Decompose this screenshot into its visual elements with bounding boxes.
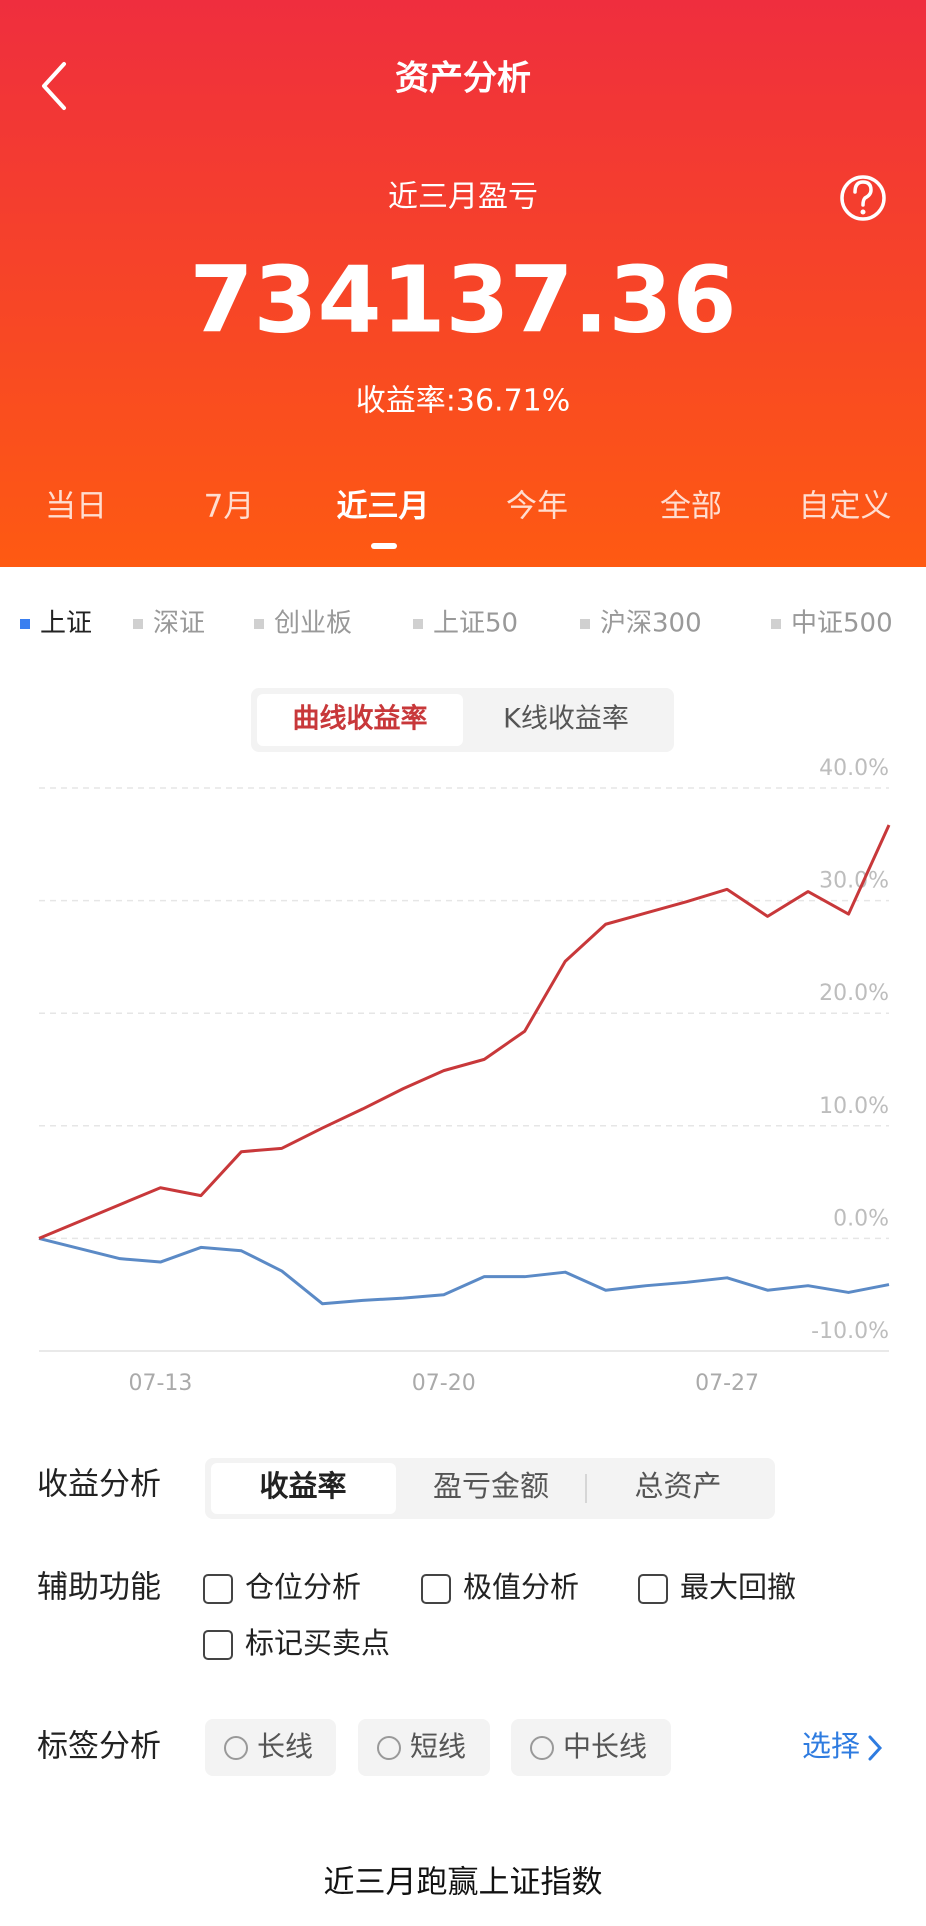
tag-chip[interactable]	[511, 1719, 671, 1776]
index-tab[interactable]: 中证500	[791, 609, 893, 639]
index-marker	[771, 619, 781, 629]
x-tick-label: 07-20	[412, 1371, 476, 1396]
index-tabs: 上证 深证 创业板 上证50 沪深300 中证500	[20, 609, 893, 639]
index-marker	[20, 619, 30, 629]
index-marker	[254, 619, 264, 629]
chevron	[868, 1735, 883, 1761]
segment-option[interactable]: 盈亏金额	[433, 1469, 549, 1503]
tab-indicator	[371, 543, 397, 549]
help-button[interactable]	[840, 175, 886, 221]
period-tab[interactable]: 当日	[45, 489, 107, 525]
index-tab[interactable]: 创业板	[274, 609, 352, 639]
profit-value: 734137.36	[189, 246, 736, 353]
y-tick-label: -10.0%	[811, 1319, 889, 1344]
section-label: 收益分析	[37, 1467, 161, 1503]
segment-option[interactable]: 收益率	[259, 1469, 346, 1503]
line-series	[38, 1236, 890, 1306]
checkbox-label[interactable]: 仓位分析	[245, 1570, 361, 1604]
period-tab[interactable]: 全部	[660, 489, 722, 525]
index-tab[interactable]: 沪深300	[600, 609, 702, 639]
select-button[interactable]: 选择	[802, 1729, 860, 1763]
back-button[interactable]	[42, 62, 66, 110]
checkbox-label[interactable]: 标记买卖点	[245, 1626, 390, 1660]
tag-chip[interactable]	[358, 1719, 490, 1776]
radio	[224, 1736, 248, 1760]
chart: 40.0% 30.0% 20.0% 10.0% 0.0% -10.0% 07-13 07-20…	[38, 756, 891, 1396]
index-tab[interactable]: 上证50	[433, 609, 518, 639]
checkbox-label[interactable]: 最大回撤	[680, 1570, 796, 1604]
y-tick-label: 10.0%	[819, 1094, 889, 1119]
checkbox[interactable]	[203, 1630, 233, 1660]
line-series	[38, 824, 891, 1240]
x-tick-label: 07-13	[128, 1371, 192, 1396]
y-tick-label: 0.0%	[833, 1206, 889, 1231]
period-tab[interactable]: 今年	[506, 489, 568, 525]
checkbox-label[interactable]: 极值分析	[463, 1570, 579, 1604]
period-tab[interactable]: 自定义	[799, 489, 892, 525]
checkbox[interactable]	[638, 1574, 668, 1604]
checkbox[interactable]	[203, 1574, 233, 1604]
footer-title: 近三月跑赢上证指数	[324, 1865, 603, 1901]
toggle-option[interactable]: 曲线收益率	[293, 703, 428, 735]
tag-label[interactable]: 中长线	[563, 1730, 647, 1763]
y-tick-label: 20.0%	[819, 981, 889, 1006]
index-tab[interactable]: 上证	[40, 609, 92, 639]
period-tabs: 当日 7月 近三月 今年 全部 自定义	[45, 489, 892, 525]
toggle-active-bg	[257, 694, 463, 746]
tag-options: 长线 短线 中长线	[205, 1719, 671, 1776]
index-tab[interactable]: 深证	[153, 609, 205, 639]
segment-active-bg	[211, 1463, 396, 1514]
radio	[530, 1736, 554, 1760]
tag-label[interactable]: 长线	[257, 1730, 313, 1763]
tag-label[interactable]: 短线	[410, 1730, 466, 1763]
segment-option[interactable]: 总资产	[634, 1469, 721, 1503]
toggle-option[interactable]: K线收益率	[503, 704, 629, 735]
page-title: 资产分析	[395, 59, 531, 99]
index-marker	[413, 619, 423, 629]
radio	[377, 1736, 401, 1760]
index-marker	[133, 619, 143, 629]
section-label: 辅助功能	[37, 1570, 161, 1606]
tag-chip[interactable]	[205, 1719, 336, 1776]
period-tab[interactable]: 7月	[204, 489, 255, 525]
header-bg	[0, 0, 926, 567]
section-label: 标签分析	[37, 1729, 161, 1765]
x-tick-label: 07-27	[695, 1371, 759, 1396]
return-rate: 收益率:36.71%	[356, 384, 571, 419]
y-tick-label: 30.0%	[819, 869, 889, 894]
index-marker	[580, 619, 590, 629]
period-label: 近三月盈亏	[388, 180, 538, 215]
y-tick-label: 40.0%	[819, 756, 889, 781]
checkbox[interactable]	[421, 1574, 451, 1604]
period-tab[interactable]: 近三月	[337, 489, 430, 525]
